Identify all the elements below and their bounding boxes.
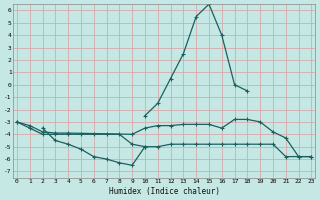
- X-axis label: Humidex (Indice chaleur): Humidex (Indice chaleur): [109, 187, 220, 196]
